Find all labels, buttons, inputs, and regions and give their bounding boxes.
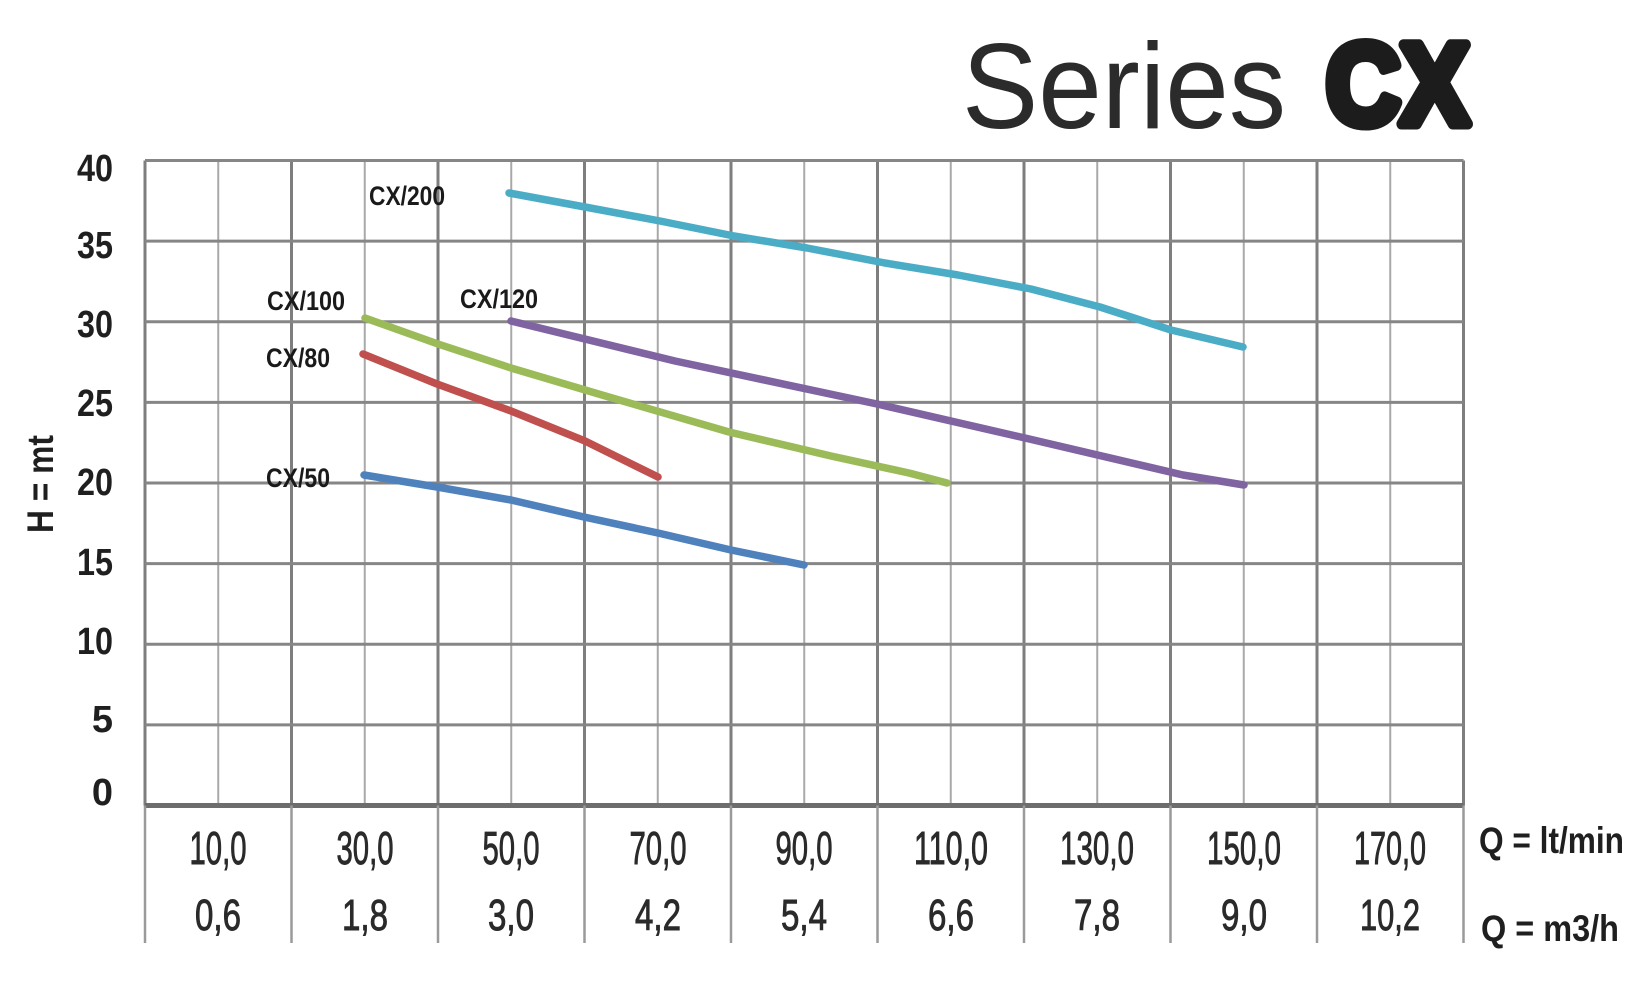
svg-text:7,8: 7,8 (1074, 891, 1120, 940)
svg-text:CX/100: CX/100 (267, 286, 345, 316)
svg-text:CX/80: CX/80 (266, 343, 330, 373)
svg-text:CX: CX (1326, 21, 1469, 150)
svg-text:H = mt: H = mt (20, 435, 61, 533)
svg-text:1,8: 1,8 (342, 891, 388, 940)
svg-text:3,0: 3,0 (488, 891, 534, 940)
svg-text:10,2: 10,2 (1360, 891, 1420, 940)
svg-text:30,0: 30,0 (337, 822, 394, 874)
svg-text:30: 30 (77, 304, 113, 346)
svg-text:25: 25 (77, 383, 113, 425)
svg-text:Q = m3/h: Q = m3/h (1481, 908, 1619, 949)
svg-text:130,0: 130,0 (1060, 822, 1134, 874)
svg-text:170,0: 170,0 (1354, 822, 1426, 874)
svg-text:6,6: 6,6 (928, 891, 974, 940)
svg-text:40: 40 (77, 148, 113, 190)
svg-text:150,0: 150,0 (1207, 822, 1281, 874)
svg-text:5: 5 (92, 699, 113, 741)
svg-text:0,6: 0,6 (195, 891, 241, 940)
svg-text:Q = lt/min: Q = lt/min (1479, 820, 1624, 861)
svg-text:70,0: 70,0 (630, 822, 687, 874)
svg-text:35: 35 (77, 225, 113, 267)
svg-text:5,4: 5,4 (781, 891, 827, 940)
svg-text:20: 20 (77, 462, 113, 504)
svg-text:50,0: 50,0 (483, 822, 540, 874)
svg-text:10: 10 (77, 621, 113, 663)
svg-text:CX/120: CX/120 (460, 284, 538, 314)
svg-text:Series: Series (962, 18, 1286, 154)
svg-text:CX/50: CX/50 (266, 463, 330, 493)
svg-text:90,0: 90,0 (776, 822, 833, 874)
svg-text:15: 15 (77, 542, 113, 584)
svg-text:0: 0 (92, 772, 113, 814)
svg-text:10,0: 10,0 (190, 822, 247, 874)
svg-text:110,0: 110,0 (914, 822, 988, 874)
svg-text:9,0: 9,0 (1221, 891, 1267, 940)
svg-text:CX/200: CX/200 (369, 181, 445, 211)
svg-text:4,2: 4,2 (635, 891, 681, 940)
